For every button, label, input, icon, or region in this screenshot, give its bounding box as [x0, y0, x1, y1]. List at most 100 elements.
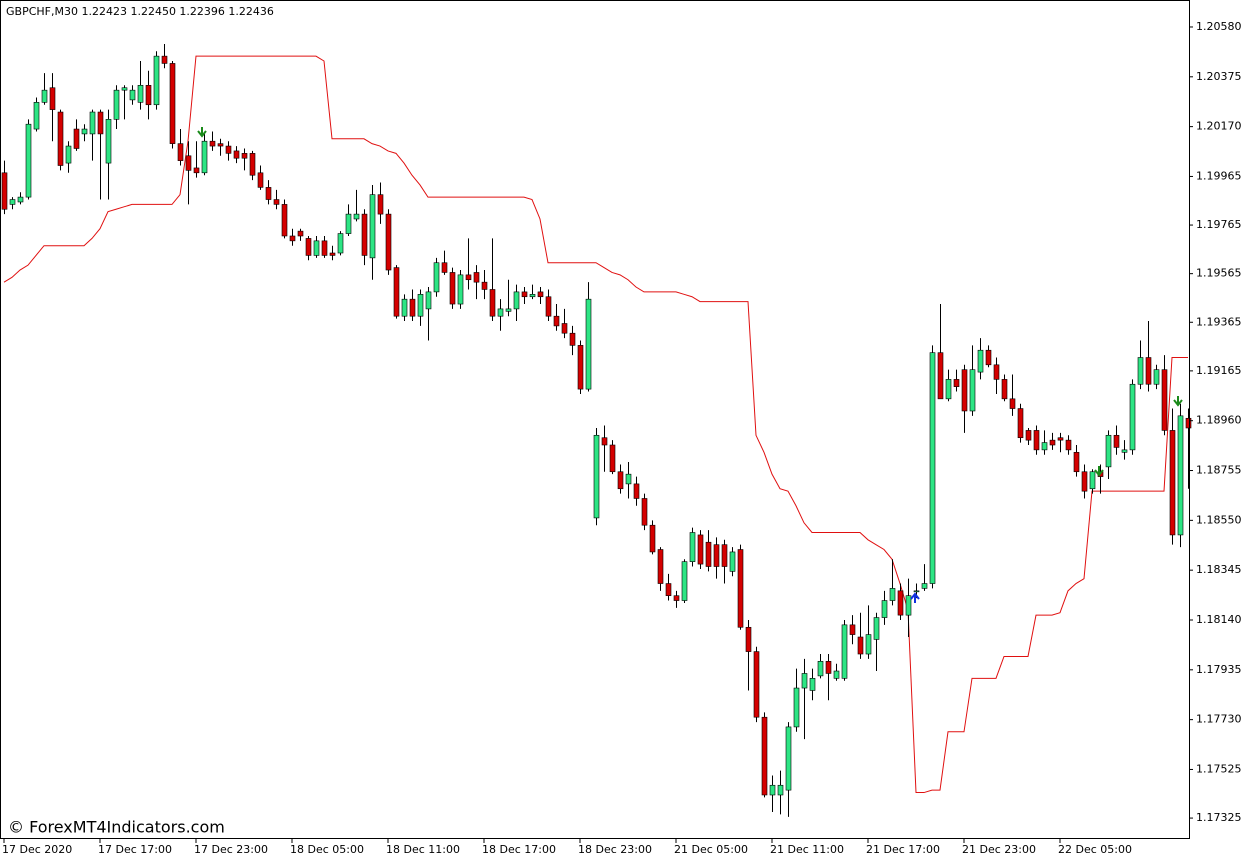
candle-body — [345, 213, 352, 234]
y-tick-label: 1.19565 — [1196, 267, 1242, 280]
candle-body — [105, 119, 112, 164]
candle-body — [857, 636, 864, 655]
candle-body — [193, 167, 200, 174]
candle-body — [665, 583, 672, 596]
candle-body — [697, 534, 704, 565]
candle-body — [961, 369, 968, 412]
candle-body — [889, 588, 896, 601]
candle-body — [1081, 471, 1088, 492]
candle-body — [817, 661, 824, 677]
candle-body — [329, 252, 336, 256]
candle-body — [1065, 439, 1072, 451]
candle-body — [497, 308, 504, 317]
candle-body — [873, 617, 880, 640]
candle-body — [225, 145, 232, 154]
candle-body — [897, 590, 904, 616]
candle-body — [89, 111, 96, 135]
candle-body — [977, 349, 984, 373]
sell-arrow — [197, 127, 207, 138]
y-tick-label: 1.18755 — [1196, 464, 1242, 477]
candle-body — [801, 673, 808, 689]
y-tick-label: 1.18140 — [1196, 613, 1242, 626]
candle-body — [505, 308, 512, 312]
x-tick-label: 18 Dec 17:00 — [482, 843, 556, 856]
x-tick-label: 17 Dec 23:00 — [194, 843, 268, 856]
candle-body — [953, 379, 960, 387]
x-tick-label: 21 Dec 23:00 — [962, 843, 1036, 856]
y-tick-label: 1.18960 — [1196, 414, 1242, 427]
candle-body — [609, 444, 616, 473]
candle-body — [281, 204, 288, 237]
candle-body — [577, 345, 584, 390]
candle-body — [793, 687, 800, 728]
candle-body — [113, 89, 120, 120]
candle-body — [1105, 434, 1112, 468]
x-tick-label: 22 Dec 05:00 — [1058, 843, 1132, 856]
candle-body — [33, 102, 40, 130]
x-tick-label: 18 Dec 05:00 — [290, 843, 364, 856]
sell-arrow — [1094, 466, 1104, 477]
candle-body — [473, 272, 480, 283]
x-tick-label: 21 Dec 05:00 — [674, 843, 748, 856]
candle-body — [1177, 415, 1184, 536]
candle-body — [529, 294, 536, 298]
candle-body — [1057, 437, 1064, 441]
candle-body — [161, 55, 168, 64]
candle-body — [585, 298, 592, 390]
candle-body — [617, 471, 624, 490]
candle-body — [17, 196, 24, 203]
candle-body — [649, 524, 656, 553]
candle-body — [905, 595, 912, 616]
y-tick-label: 1.17935 — [1196, 663, 1242, 676]
candle-body — [881, 600, 888, 618]
x-tick-label: 17 Dec 17:00 — [98, 843, 172, 856]
candle-body — [353, 213, 360, 220]
candle-body — [537, 291, 544, 298]
candle-body — [481, 281, 488, 290]
candle-body — [297, 230, 304, 237]
y-tick-label: 1.19165 — [1196, 364, 1242, 377]
candle-body — [1009, 398, 1016, 409]
candle-body — [377, 194, 384, 215]
candle-body — [425, 291, 432, 310]
candle-body — [1161, 369, 1168, 431]
candle-body — [1137, 357, 1144, 385]
candle-body — [1169, 430, 1176, 536]
candle-body — [841, 624, 848, 679]
candle-body — [233, 150, 240, 159]
candle-body — [489, 289, 496, 317]
candle-body — [385, 213, 392, 271]
watermark: © ForexMT4Indicators.com — [8, 818, 225, 837]
candle-body — [49, 87, 56, 110]
candle-body — [921, 583, 928, 589]
candle-body — [569, 332, 576, 346]
candle-body — [945, 379, 952, 400]
candle-body — [1145, 357, 1152, 385]
candle-body — [1073, 451, 1080, 473]
candle-body — [769, 784, 776, 796]
candle-body — [457, 274, 464, 305]
x-tick-label: 18 Dec 23:00 — [578, 843, 652, 856]
candle-body — [1025, 430, 1032, 441]
y-tick-label: 1.19965 — [1196, 169, 1242, 182]
y-tick-label: 1.18345 — [1196, 563, 1242, 576]
candle-body — [305, 238, 312, 256]
candle-body — [449, 272, 456, 305]
candle-body — [73, 128, 80, 149]
y-tick-label: 1.18550 — [1196, 513, 1242, 526]
candle-body — [153, 55, 160, 106]
candle-body — [257, 172, 264, 188]
candle-body — [777, 784, 784, 796]
y-tick-label: 1.17525 — [1196, 762, 1242, 775]
candle-body — [401, 298, 408, 317]
candle-body — [1185, 417, 1192, 429]
candle-body — [1001, 379, 1008, 400]
candle-body — [1129, 383, 1136, 451]
candle-body — [761, 716, 768, 796]
candle-body — [1, 172, 8, 210]
candle-body — [441, 262, 448, 273]
candle-body — [825, 661, 832, 674]
candle-body — [249, 153, 256, 176]
candle-body — [593, 434, 600, 519]
